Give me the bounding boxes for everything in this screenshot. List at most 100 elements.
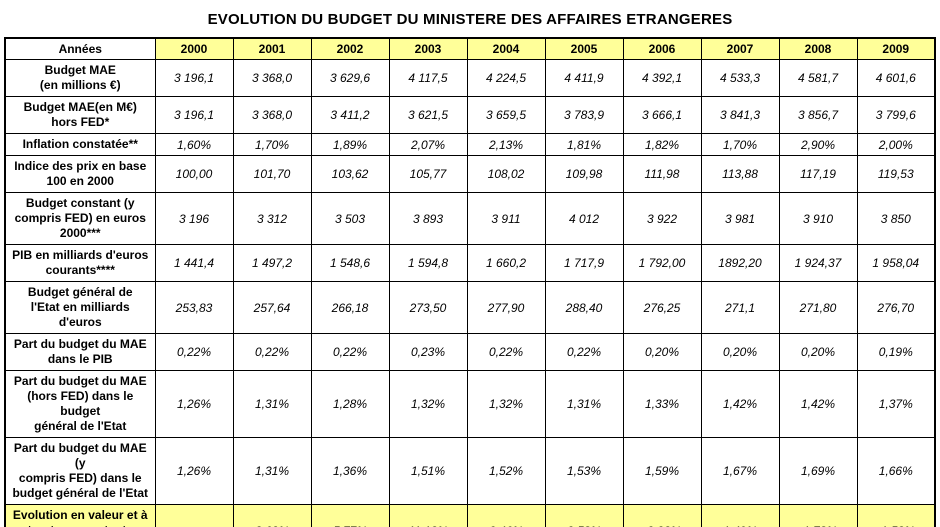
table-header-row: Années 2000 2001 2002 2003 2004 2005 2006 2007 2… <box>4 37 936 60</box>
data-cell: 1,70% <box>232 133 312 156</box>
data-cell: 1,81% <box>544 133 624 156</box>
data-cell: 105,77 <box>388 155 468 193</box>
data-cell: 1,32% <box>466 370 546 438</box>
data-cell: 0,20% <box>622 333 702 371</box>
data-cell: 1,36% <box>310 437 390 505</box>
data-cell: 1,42% <box>700 370 780 438</box>
data-cell: -1,78% <box>778 504 858 527</box>
data-cell: 0,22% <box>154 333 234 371</box>
data-cell: 1 497,2 <box>232 244 312 282</box>
data-cell: 3 196,1 <box>154 96 234 134</box>
data-cell: 0,46% <box>466 504 546 527</box>
data-cell: 3 503 <box>310 192 390 245</box>
data-cell: 4 411,9 <box>544 59 624 97</box>
data-cell: 273,50 <box>388 281 468 334</box>
data-cell: 271,80 <box>778 281 858 334</box>
data-cell: 1,52% <box>466 437 546 505</box>
data-cell: 113,88 <box>700 155 780 193</box>
data-cell: 5,77% <box>310 504 390 527</box>
data-cell: 0,20% <box>700 333 780 371</box>
data-cell: 2,58% <box>544 504 624 527</box>
year-header-cell: 2003 <box>388 37 468 60</box>
row-label: Budget général de l'Etat en milliards d'… <box>4 281 156 334</box>
data-cell: 1,31% <box>232 370 312 438</box>
row-label: Part du budget du MAE (hors FED) dans le… <box>4 370 156 438</box>
data-cell: 277,90 <box>466 281 546 334</box>
data-cell: 1,59% <box>622 437 702 505</box>
data-cell: 3 981 <box>700 192 780 245</box>
row-label: Inflation constatée** <box>4 133 156 156</box>
data-cell: 1,31% <box>544 370 624 438</box>
row-label: Evolution en valeur et à structure const… <box>4 504 156 527</box>
data-cell: 0,22% <box>466 333 546 371</box>
table-row: Part du budget du MAE dans le PIB 0,22% 0,… <box>4 333 936 371</box>
data-cell: 1,26% <box>154 370 234 438</box>
data-cell: 271,1 <box>700 281 780 334</box>
data-cell: 11,13% <box>388 504 468 527</box>
data-cell: 3 783,9 <box>544 96 624 134</box>
data-cell: 1,42% <box>778 370 858 438</box>
data-cell: 3 922 <box>622 192 702 245</box>
data-cell: 1,69% <box>778 437 858 505</box>
data-cell: 1,26% <box>154 437 234 505</box>
data-cell: 1,33% <box>622 370 702 438</box>
data-cell: 0,22% <box>310 333 390 371</box>
data-cell: 1,70% <box>700 133 780 156</box>
data-cell: 2,07% <box>388 133 468 156</box>
data-cell: 3,62% <box>232 504 312 527</box>
table-row: PIB en milliards d'euros courants**** 1 4… <box>4 244 936 282</box>
data-cell: 1,51% <box>388 437 468 505</box>
data-cell: 1,82% <box>622 133 702 156</box>
data-cell: 1 792,00 <box>622 244 702 282</box>
data-cell: -1,53% <box>856 504 936 527</box>
table-row: Budget général de l'Etat en milliards d'… <box>4 281 936 334</box>
page-title: EVOLUTION DU BUDGET DU MINISTERE DES AFF… <box>207 11 733 28</box>
year-header-cell: 2006 <box>622 37 702 60</box>
data-cell: - <box>154 504 234 527</box>
data-cell: 253,83 <box>154 281 234 334</box>
data-cell: 3 850 <box>856 192 936 245</box>
table-row: Part du budget du MAE (y compris FED) da… <box>4 437 936 505</box>
data-cell: 2,90% <box>778 133 858 156</box>
data-cell: 3 621,5 <box>388 96 468 134</box>
data-cell: 1,67% <box>700 437 780 505</box>
budget-table: Années 2000 2001 2002 2003 2004 2005 2006 2007 2… <box>4 37 936 527</box>
years-corner-label: Années <box>4 37 156 60</box>
data-cell: 101,70 <box>232 155 312 193</box>
data-cell: 4 601,6 <box>856 59 936 97</box>
data-cell: 3 856,7 <box>778 96 858 134</box>
data-cell: 0,23% <box>388 333 468 371</box>
data-cell: 1,31% <box>232 437 312 505</box>
data-cell: 288,40 <box>544 281 624 334</box>
data-cell: 3 893 <box>388 192 468 245</box>
data-cell: 1,53% <box>544 437 624 505</box>
data-cell: 276,25 <box>622 281 702 334</box>
year-header-cell: 2001 <box>232 37 312 60</box>
data-cell: 3 411,2 <box>310 96 390 134</box>
data-cell: 1,32% <box>388 370 468 438</box>
year-header-cell: 2002 <box>310 37 390 60</box>
data-cell: 1 660,2 <box>466 244 546 282</box>
data-cell: 3 659,5 <box>466 96 546 134</box>
data-cell: 100,00 <box>154 155 234 193</box>
data-cell: 3 799,6 <box>856 96 936 134</box>
data-cell: 4 581,7 <box>778 59 858 97</box>
data-cell: 111,98 <box>622 155 702 193</box>
data-cell: 108,02 <box>466 155 546 193</box>
data-cell: 3 368,0 <box>232 96 312 134</box>
data-cell: 1 924,37 <box>778 244 858 282</box>
data-cell: 0,20% <box>778 333 858 371</box>
row-label: Budget constant (y compris FED) en euros… <box>4 192 156 245</box>
data-cell: 266,18 <box>310 281 390 334</box>
data-cell: 0,22% <box>544 333 624 371</box>
data-cell: 1,28% <box>310 370 390 438</box>
row-label: Budget MAE (en millions €) <box>4 59 156 97</box>
data-cell: 2,00% <box>856 133 936 156</box>
data-cell: 3 841,3 <box>700 96 780 134</box>
data-cell: 257,64 <box>232 281 312 334</box>
row-label: Budget MAE(en M€) hors FED* <box>4 96 156 134</box>
data-cell: 0,19% <box>856 333 936 371</box>
data-cell: 0,22% <box>232 333 312 371</box>
data-cell: 276,70 <box>856 281 936 334</box>
data-cell: 3 666,1 <box>622 96 702 134</box>
